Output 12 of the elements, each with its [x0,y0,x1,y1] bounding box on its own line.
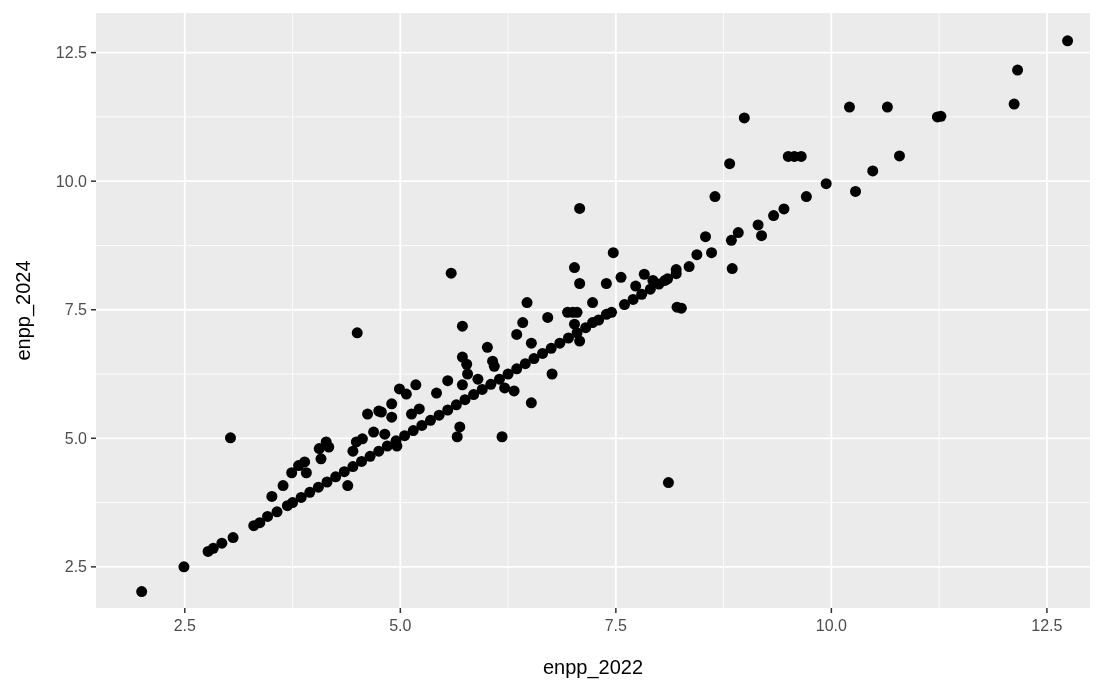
y-tick-label: 12.5 [55,44,88,62]
x-tick-label: 2.5 [173,617,197,634]
y-tick-label: 5.0 [64,429,88,447]
x-tick-label: 10.0 [815,617,848,634]
x-tick-label: 7.5 [604,617,628,634]
x-tick-label: 5.0 [389,617,412,634]
x-tick-label: 12.5 [1031,617,1063,634]
y-tick-label: 7.5 [64,301,88,319]
x-axis-title: enpp_2022 [542,656,644,679]
y-axis-title: enpp_2024 [12,260,35,361]
y-tick-label: 2.5 [64,558,88,576]
y-tick-label: 10.0 [55,172,88,190]
